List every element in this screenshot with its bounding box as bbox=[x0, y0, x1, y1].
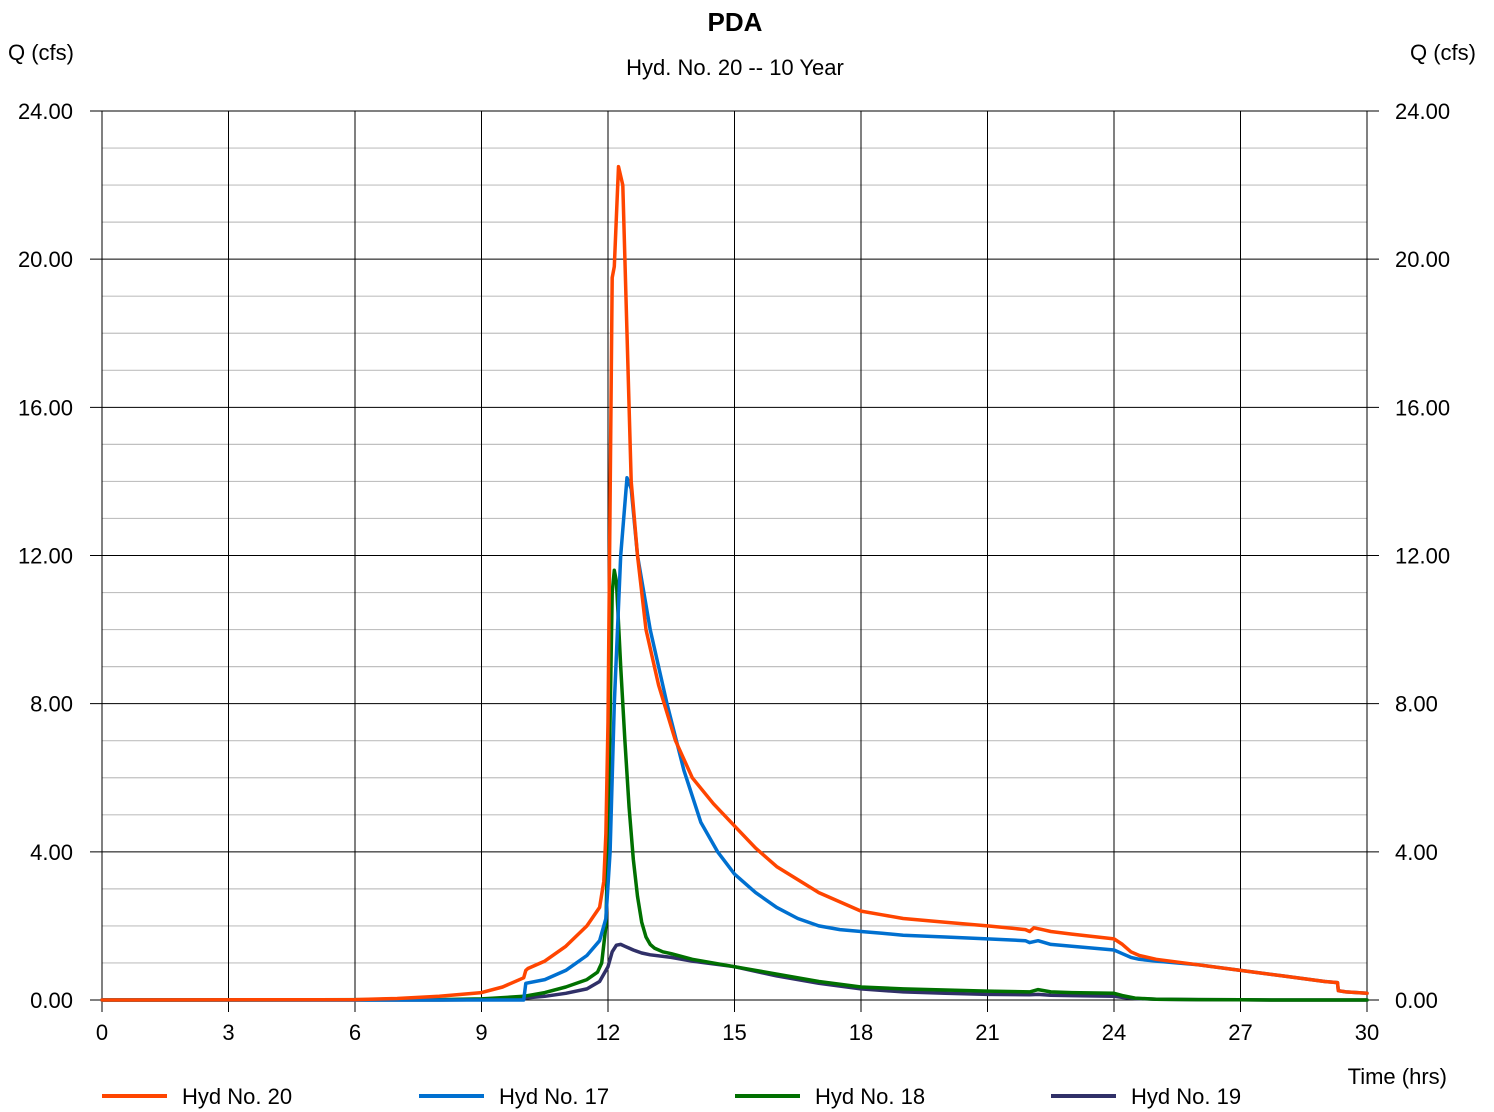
chart-subtitle: Hyd. No. 20 -- 10 Year bbox=[626, 55, 844, 80]
major-gridlines bbox=[90, 110, 1379, 1012]
y-tick-label-right: 4.00 bbox=[1395, 840, 1438, 865]
x-tick-label: 6 bbox=[349, 1020, 361, 1045]
y-tick-label-right: 16.00 bbox=[1395, 395, 1450, 420]
x-tick-label: 21 bbox=[975, 1020, 999, 1045]
y-tick-label-left: 12.00 bbox=[18, 544, 73, 569]
y-axis-label-right: Q (cfs) bbox=[1410, 40, 1476, 65]
legend-label: Hyd No. 17 bbox=[499, 1084, 609, 1109]
y-tick-label-left: 16.00 bbox=[18, 395, 73, 420]
x-tick-label: 12 bbox=[596, 1020, 620, 1045]
x-tick-label: 3 bbox=[222, 1020, 234, 1045]
series-line-hyd-no-20 bbox=[100, 164, 1369, 1002]
y-tick-label-left: 20.00 bbox=[18, 247, 73, 272]
x-tick-label: 15 bbox=[722, 1020, 746, 1045]
y-tick-label-left: 4.00 bbox=[30, 840, 73, 865]
y-tick-label-right: 24.00 bbox=[1395, 99, 1450, 124]
y-tick-label-left: 8.00 bbox=[30, 692, 73, 717]
y-tick-label-right: 12.00 bbox=[1395, 544, 1450, 569]
y-tick-label-left: 24.00 bbox=[18, 99, 73, 124]
y-tick-label-left: 0.00 bbox=[30, 988, 73, 1013]
x-tick-label: 24 bbox=[1102, 1020, 1126, 1045]
x-tick-label: 0 bbox=[96, 1020, 108, 1045]
x-tick-label: 30 bbox=[1355, 1020, 1379, 1045]
y-tick-labels-right: 0.00 4.00 8.00 12.00 16.00 20.00 24.00 bbox=[1395, 99, 1450, 1013]
x-axis-label: Time (hrs) bbox=[1348, 1064, 1447, 1089]
series-lines bbox=[100, 164, 1369, 1002]
legend-label: Hyd No. 18 bbox=[815, 1084, 925, 1109]
legend: Hyd No. 20 Hyd No. 17 Hyd No. 18 Hyd No. 19 bbox=[102, 1084, 1241, 1109]
x-tick-label: 18 bbox=[849, 1020, 873, 1045]
x-tick-label: 9 bbox=[475, 1020, 487, 1045]
y-tick-label-right: 0.00 bbox=[1395, 988, 1438, 1013]
legend-label: Hyd No. 20 bbox=[182, 1084, 292, 1109]
y-tick-labels-left: 0.00 4.00 8.00 12.00 16.00 20.00 24.00 bbox=[18, 99, 73, 1013]
series-line-hyd-no-18 bbox=[100, 568, 1369, 1002]
legend-label: Hyd No. 19 bbox=[1131, 1084, 1241, 1109]
y-tick-label-right: 8.00 bbox=[1395, 692, 1438, 717]
y-axis-label-left: Q (cfs) bbox=[8, 40, 74, 65]
y-tick-label-right: 20.00 bbox=[1395, 247, 1450, 272]
chart-title: PDA bbox=[708, 7, 763, 37]
x-tick-labels: 0 3 6 9 12 15 18 21 24 27 30 bbox=[96, 1020, 1379, 1045]
x-tick-label: 27 bbox=[1228, 1020, 1252, 1045]
series-line-hyd-no-17 bbox=[100, 475, 1369, 1002]
